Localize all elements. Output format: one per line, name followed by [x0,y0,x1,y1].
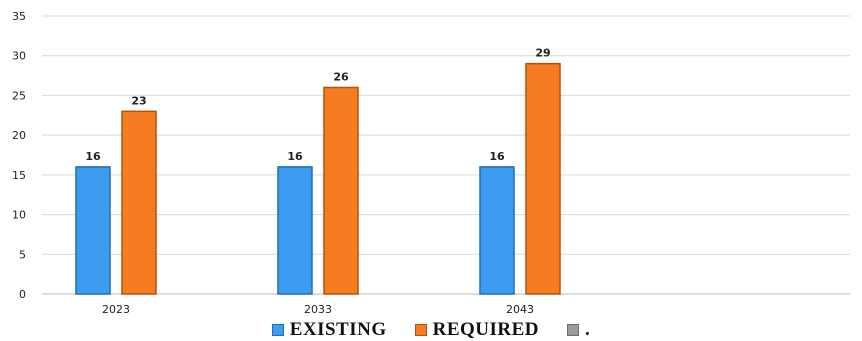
y-tick-label: 35 [12,10,26,23]
y-tick-label: 0 [19,288,26,301]
x-axis-ticks: 2023 2033 2043 [102,303,534,316]
data-label: 23 [131,94,146,107]
y-tick-label: 25 [12,89,26,102]
y-tick-label: 5 [19,248,26,261]
gridlines [42,15,850,295]
bar-required-2043 [525,62,561,295]
x-tick-label: 2033 [304,303,332,316]
y-axis-ticks: 0 5 10 15 20 25 30 35 [12,10,26,301]
y-tick-label: 30 [12,50,26,63]
legend-label: REQUIRED [432,319,540,340]
bar-existing-2043 [479,166,515,295]
bars [75,62,561,295]
y-tick-label: 20 [12,129,26,142]
legend-item: REQUIRED [414,319,540,341]
legend-swatch [414,324,427,336]
legend-label: . [585,319,591,340]
bar-existing-2023 [75,166,111,295]
bar-required-2033 [323,86,359,295]
data-label: 29 [535,47,550,60]
bar-required-2023 [121,110,157,295]
data-label: 16 [287,150,303,163]
x-tick-label: 2023 [102,303,130,316]
x-tick-label: 2043 [506,303,534,316]
data-label: 26 [333,70,349,83]
bar-existing-2033 [277,166,313,295]
data-labels: 16 23 16 26 16 29 [85,47,550,163]
legend-item: . [567,319,590,341]
legend: EXISTING REQUIRED. [0,319,862,341]
legend-item: EXISTING [271,319,387,341]
y-tick-label: 15 [12,169,26,182]
y-tick-label: 10 [12,209,26,222]
legend-swatch [271,324,284,336]
data-label: 16 [85,150,101,163]
legend-swatch [567,324,580,336]
data-label: 16 [489,150,505,163]
legend-label: EXISTING [289,319,387,340]
